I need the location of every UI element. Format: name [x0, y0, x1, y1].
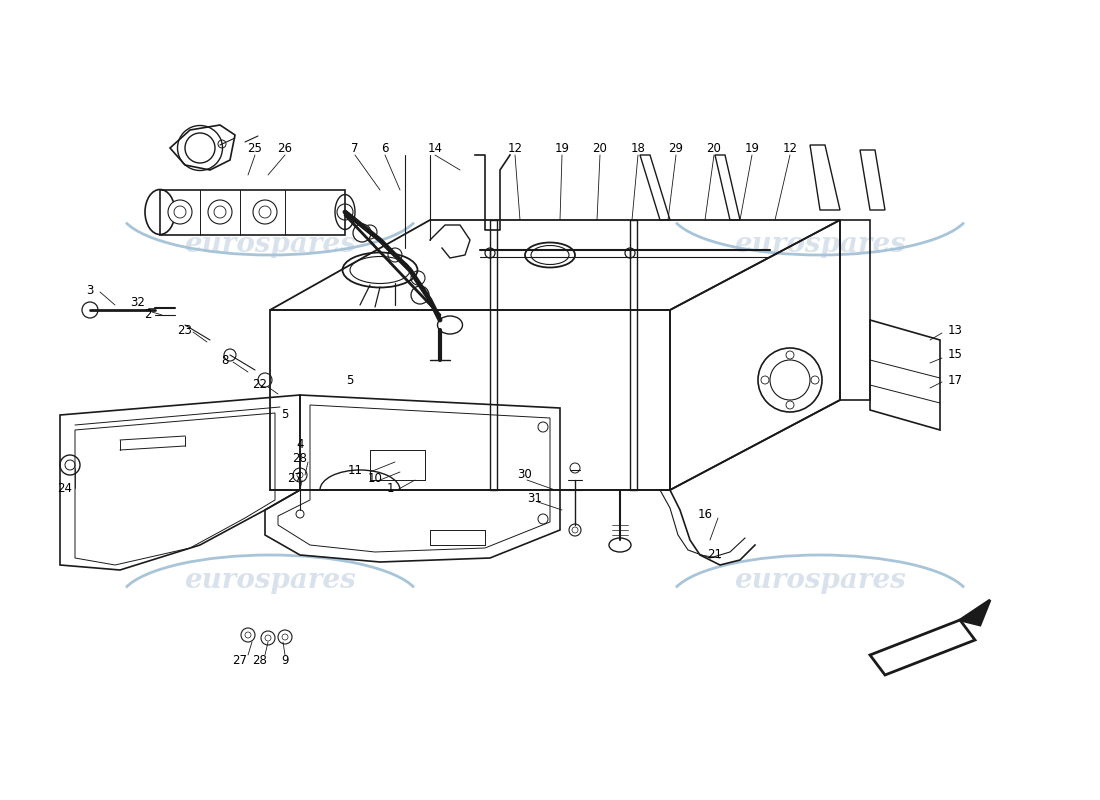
Text: 28: 28: [253, 654, 267, 666]
Text: 6: 6: [382, 142, 388, 154]
Text: eurospares: eurospares: [734, 566, 906, 594]
Text: 17: 17: [947, 374, 962, 386]
Ellipse shape: [485, 248, 495, 258]
Ellipse shape: [625, 248, 635, 258]
Text: 16: 16: [697, 509, 713, 522]
Text: 21: 21: [707, 549, 723, 562]
Ellipse shape: [278, 630, 292, 644]
Text: 20: 20: [706, 142, 722, 154]
Text: 13: 13: [947, 323, 962, 337]
Text: 26: 26: [277, 142, 293, 154]
Text: 3: 3: [86, 283, 94, 297]
Ellipse shape: [438, 316, 462, 334]
Text: 7: 7: [351, 142, 359, 154]
Text: 23: 23: [177, 323, 192, 337]
Ellipse shape: [569, 524, 581, 536]
Ellipse shape: [609, 538, 631, 552]
Text: eurospares: eurospares: [184, 566, 356, 594]
Ellipse shape: [253, 200, 277, 224]
Ellipse shape: [60, 455, 80, 475]
Text: 28: 28: [293, 451, 307, 465]
Text: 15: 15: [947, 349, 962, 362]
Ellipse shape: [261, 631, 275, 645]
Ellipse shape: [293, 468, 307, 482]
Text: 1: 1: [386, 482, 394, 494]
Text: 20: 20: [593, 142, 607, 154]
Text: 12: 12: [782, 142, 797, 154]
Text: eurospares: eurospares: [184, 231, 356, 258]
Text: 8: 8: [221, 354, 229, 366]
Text: 2: 2: [144, 309, 152, 322]
Text: 5: 5: [346, 374, 354, 386]
Text: 18: 18: [630, 142, 646, 154]
Text: 14: 14: [428, 142, 442, 154]
Text: 4: 4: [296, 438, 304, 451]
Text: 19: 19: [554, 142, 570, 154]
Ellipse shape: [411, 286, 429, 304]
Ellipse shape: [208, 200, 232, 224]
Text: 10: 10: [367, 471, 383, 485]
Text: 22: 22: [253, 378, 267, 391]
Text: 30: 30: [518, 469, 532, 482]
Ellipse shape: [538, 422, 548, 432]
Ellipse shape: [337, 204, 353, 220]
Text: 31: 31: [528, 491, 542, 505]
Ellipse shape: [538, 514, 548, 524]
Text: 32: 32: [131, 295, 145, 309]
Ellipse shape: [353, 224, 371, 242]
Ellipse shape: [168, 200, 192, 224]
Text: 19: 19: [745, 142, 759, 154]
Text: 29: 29: [669, 142, 683, 154]
Text: 27: 27: [232, 654, 248, 666]
Ellipse shape: [570, 463, 580, 473]
Text: eurospares: eurospares: [734, 231, 906, 258]
Ellipse shape: [241, 628, 255, 642]
Text: 25: 25: [248, 142, 263, 154]
Polygon shape: [960, 600, 990, 625]
Text: 5: 5: [282, 409, 288, 422]
Text: 27: 27: [287, 471, 303, 485]
Text: 11: 11: [348, 463, 363, 477]
Text: 12: 12: [507, 142, 522, 154]
Text: 9: 9: [282, 654, 288, 666]
Ellipse shape: [185, 133, 214, 163]
Text: 24: 24: [57, 482, 73, 494]
